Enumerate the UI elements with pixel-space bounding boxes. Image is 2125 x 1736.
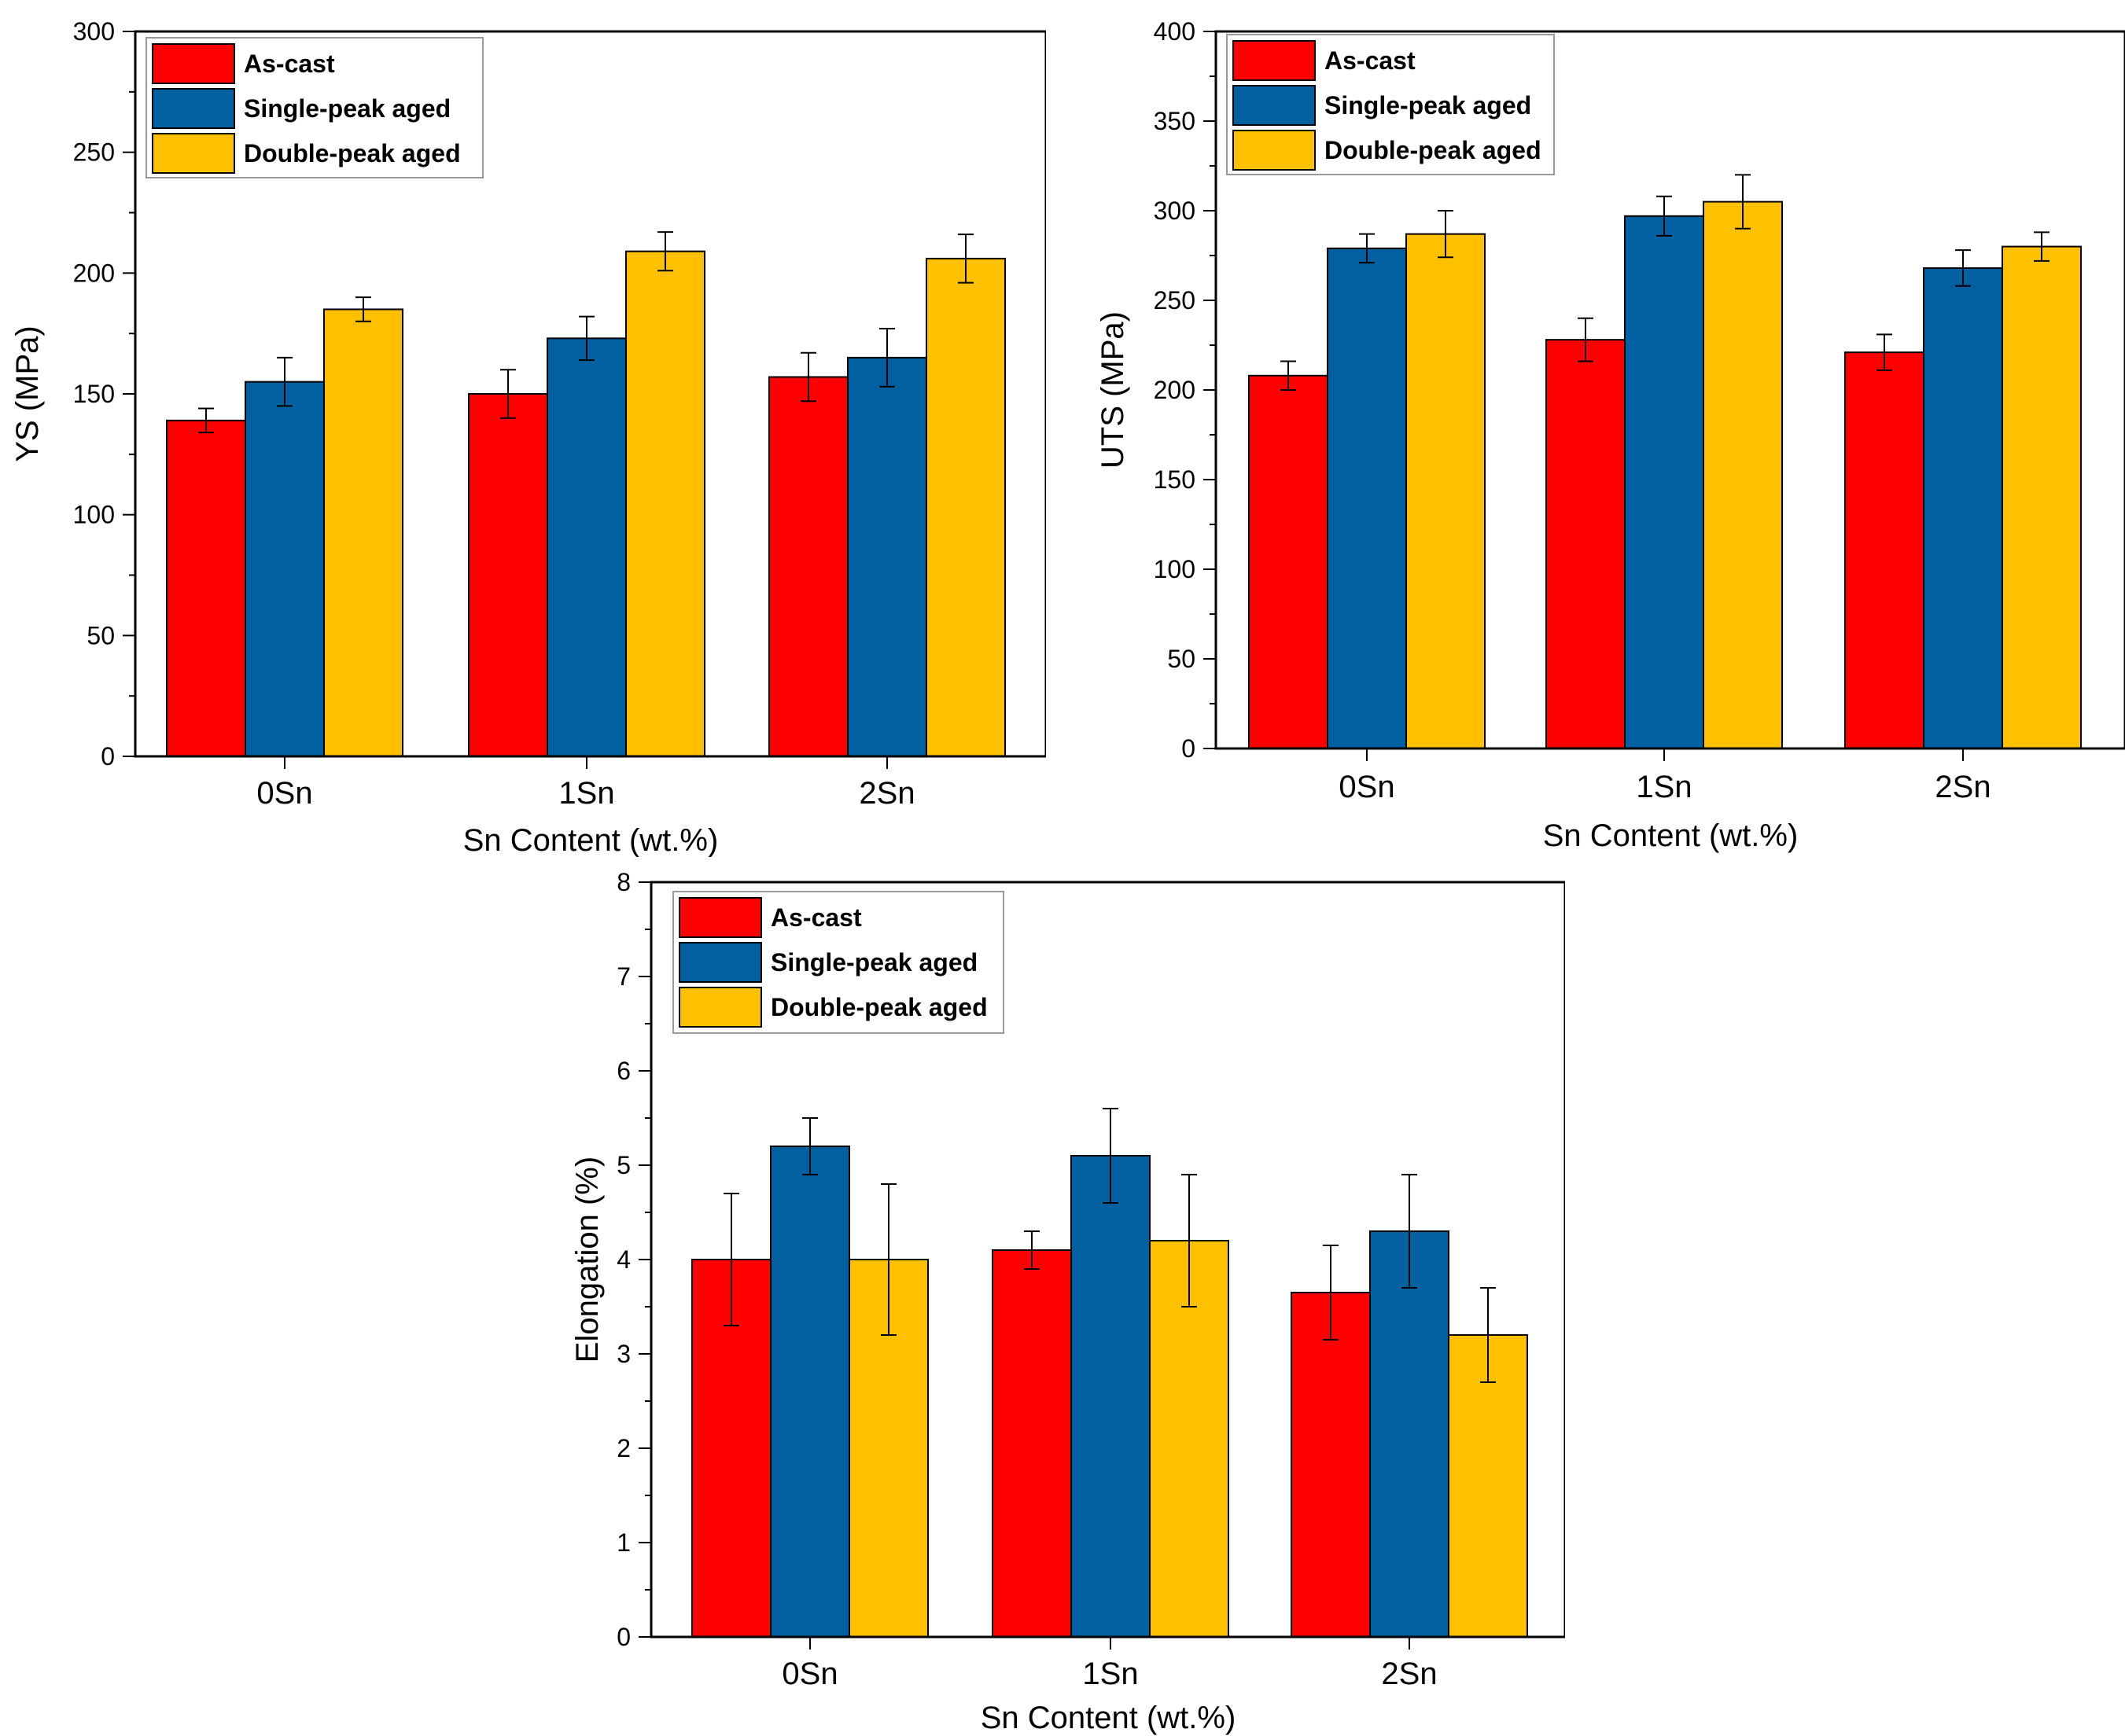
legend-swatch	[1232, 130, 1316, 171]
bar	[1291, 1292, 1371, 1638]
bar	[1405, 233, 1486, 749]
y-tick-label: 100	[1154, 555, 1195, 583]
legend-label: Single-peak aged	[771, 948, 978, 977]
x-tick-label: 0Sn	[1339, 770, 1394, 804]
x-tick-label: 2Sn	[859, 776, 915, 811]
y-tick-label: 250	[1154, 286, 1195, 314]
bar	[1327, 247, 1407, 749]
legend-swatch	[679, 987, 762, 1028]
elongation-chart: 0 1 2 3 4 5 6 7 8 0Sn 1Sn 2Sn Sn Content (wt.%) Elong…	[570, 868, 1565, 1735]
bar	[547, 337, 627, 757]
legend-swatch	[679, 942, 762, 983]
y-tick-label: 350	[1154, 107, 1195, 135]
legend: As-cast Single-peak aged Double-peak aged	[1226, 34, 1555, 175]
bar	[847, 356, 927, 757]
y-tick-label: 50	[87, 621, 115, 649]
legend-label: Double-peak aged	[244, 139, 461, 167]
bar	[468, 393, 548, 757]
y-tick-label: 400	[1154, 17, 1195, 46]
uts-chart: 0 50 100 150 200 250 300 350 400 0Sn 1Sn 2Sn Sn Cont…	[1096, 17, 2125, 853]
bar	[770, 1146, 850, 1638]
legend-label: Double-peak aged	[771, 993, 988, 1021]
bar	[323, 308, 403, 757]
y-tick-label: 7	[617, 962, 631, 991]
bar	[166, 419, 246, 757]
bar	[1703, 200, 1783, 750]
bar	[926, 257, 1006, 758]
legend-swatch	[152, 43, 235, 84]
x-tick-label: 0Sn	[782, 1657, 838, 1691]
x-tick-label: 0Sn	[256, 776, 312, 811]
legend-label: Single-peak aged	[244, 94, 451, 123]
bar	[1923, 267, 2003, 749]
x-axis-title: Sn Content (wt.%)	[981, 1701, 1236, 1735]
y-tick-label: 3	[617, 1340, 631, 1368]
elongation-chart-panel: 0 1 2 3 4 5 6 7 8 0Sn 1Sn 2Sn Sn Content (wt.%) Elong…	[566, 857, 1565, 1736]
y-tick-label: 300	[73, 17, 115, 46]
bar	[245, 381, 325, 757]
bar	[1545, 339, 1626, 750]
legend-swatch	[152, 88, 235, 129]
y-axis-title: UTS (MPa)	[1096, 311, 1130, 469]
x-axis-title: Sn Content (wt.%)	[1543, 818, 1799, 853]
legend-label: As-cast	[244, 50, 335, 78]
y-tick-label: 50	[1167, 645, 1195, 673]
y-tick-label: 1	[617, 1528, 631, 1557]
bar	[625, 250, 705, 757]
legend-swatch	[679, 897, 762, 938]
y-tick-label: 2	[617, 1434, 631, 1462]
y-tick-label: 150	[73, 380, 115, 408]
bar	[1070, 1155, 1151, 1638]
bar	[1248, 374, 1328, 749]
y-tick-label: 8	[617, 868, 631, 896]
legend-label: Single-peak aged	[1324, 91, 1531, 120]
bar	[2002, 245, 2082, 750]
y-axis-title: Elongation (%)	[570, 1157, 605, 1363]
legend-swatch	[152, 133, 235, 174]
y-tick-label: 0	[1181, 734, 1195, 763]
bar	[992, 1249, 1072, 1638]
y-tick-label: 200	[1154, 376, 1195, 404]
y-tick-label: 250	[73, 138, 115, 167]
y-tick-label: 100	[73, 501, 115, 529]
legend-swatch	[1232, 85, 1316, 126]
legend: As-cast Single-peak aged Double-peak aged	[672, 891, 1004, 1034]
y-tick-label: 150	[1154, 465, 1195, 494]
x-tick-label: 2Sn	[1935, 770, 1991, 804]
y-tick-label: 200	[73, 259, 115, 287]
x-tick-label: 1Sn	[558, 776, 614, 811]
ys-chart-panel: 0 50 100 150 200 250 300 0Sn 1Sn 2Sn Sn Content (w…	[0, 0, 1046, 865]
x-axis-title: Sn Content (wt.%)	[463, 823, 719, 858]
x-tick-label: 1Sn	[1636, 770, 1692, 804]
legend-label: Double-peak aged	[1324, 136, 1541, 164]
x-tick-label: 2Sn	[1381, 1657, 1437, 1691]
bar	[1448, 1334, 1528, 1638]
x-tick-label: 1Sn	[1082, 1657, 1138, 1691]
y-tick-label: 0	[617, 1623, 631, 1651]
ys-chart: 0 50 100 150 200 250 300 0Sn 1Sn 2Sn Sn Content (w…	[10, 17, 1046, 858]
legend-swatch	[1232, 40, 1316, 81]
bar	[768, 376, 849, 757]
bar	[1369, 1230, 1449, 1638]
legend: As-cast Single-peak aged Double-peak aged	[145, 37, 484, 178]
legend-label: As-cast	[1324, 46, 1416, 75]
y-tick-label: 0	[101, 742, 115, 771]
y-tick-label: 5	[617, 1151, 631, 1179]
bar	[1844, 351, 1924, 749]
uts-chart-panel: 0 50 100 150 200 250 300 350 400 0Sn 1Sn 2Sn Sn Cont…	[1085, 0, 2125, 865]
bar	[1624, 215, 1704, 749]
y-tick-label: 6	[617, 1057, 631, 1085]
y-axis-title: YS (MPa)	[10, 326, 45, 462]
legend-label: As-cast	[771, 903, 862, 932]
y-tick-label: 4	[617, 1245, 631, 1274]
y-tick-label: 300	[1154, 197, 1195, 225]
